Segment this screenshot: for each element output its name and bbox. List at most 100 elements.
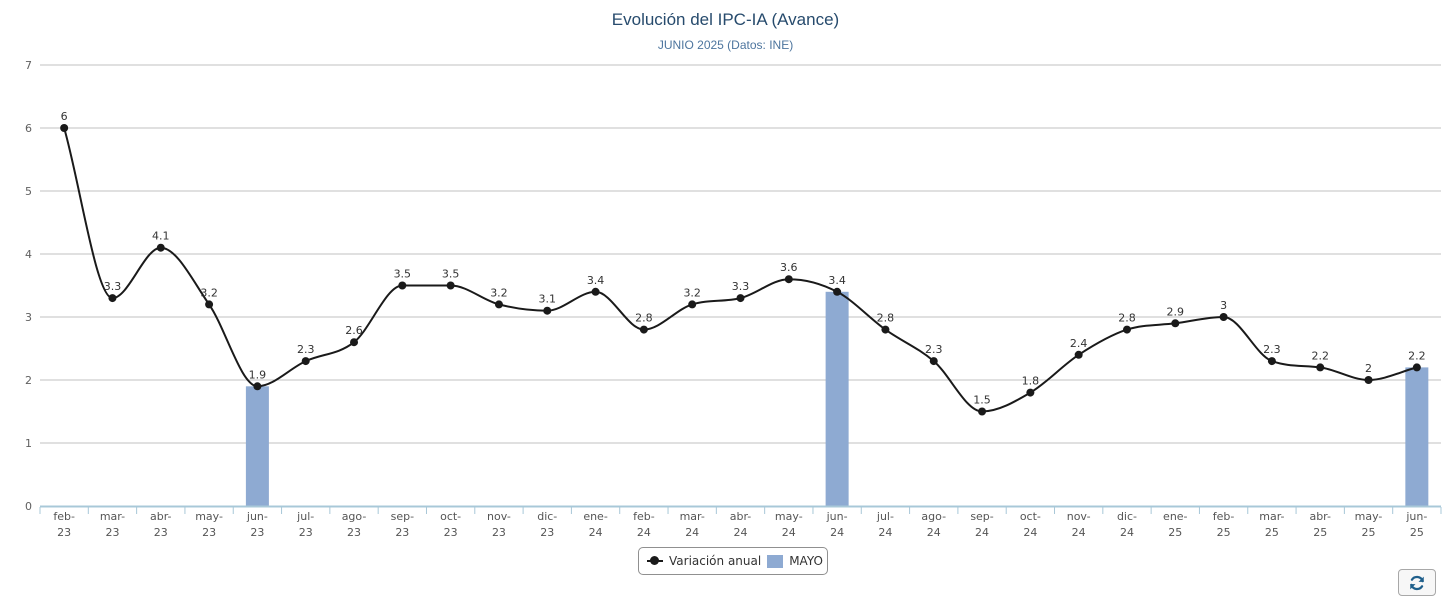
x-tick-label-month: mar-: [100, 510, 125, 523]
bar-mayo[interactable]: [1405, 367, 1429, 506]
data-point[interactable]: [1026, 388, 1035, 397]
data-point[interactable]: [205, 300, 214, 309]
data-label: 1.8: [1022, 375, 1040, 388]
x-tick-label-year: 23: [347, 526, 361, 539]
x-tick-label-month: feb-: [53, 510, 75, 523]
bar-series-mayo: [245, 291, 1429, 506]
data-point[interactable]: [398, 281, 407, 290]
x-tick-label-month: may-: [1355, 510, 1383, 523]
y-tick-label: 1: [25, 437, 32, 450]
x-tick-label-year: 23: [444, 526, 458, 539]
data-point[interactable]: [108, 294, 117, 303]
data-point[interactable]: [350, 338, 359, 347]
data-point[interactable]: [1219, 313, 1228, 321]
x-tick-label-month: mar-: [680, 510, 705, 523]
x-tick-label-month: nov-: [1067, 510, 1091, 523]
y-axis: 0 1 2 3 4 5 6 7: [25, 59, 32, 513]
data-point[interactable]: [1316, 363, 1325, 372]
x-tick-label-month: dic-: [537, 510, 557, 523]
data-point[interactable]: [784, 275, 793, 284]
x-tick-label-month: abr-: [150, 510, 172, 523]
data-point[interactable]: [978, 407, 987, 416]
bar-mayo[interactable]: [825, 291, 849, 506]
data-point[interactable]: [929, 357, 938, 366]
bar-mayo[interactable]: [245, 386, 269, 506]
x-tick-label-month: jun-: [826, 510, 848, 523]
x-tick-label-month: feb-: [1213, 510, 1235, 523]
x-tick-label-month: oct-: [440, 510, 461, 523]
x-tick-label-year: 23: [154, 526, 168, 539]
data-point[interactable]: [1122, 325, 1131, 334]
data-point[interactable]: [1412, 363, 1421, 372]
x-tick-label-year: 23: [540, 526, 554, 539]
data-labels: 6 3.3 4.1 3.2 1.9 2.3 2.6 3.5 3.5 3.2 3.1 3.4 2.8 3.2…: [61, 110, 1426, 407]
series-line: [63, 127, 1418, 413]
data-point[interactable]: [253, 382, 262, 391]
data-label: 3.1: [539, 293, 557, 306]
legend-item-variacion-anual[interactable]: Variación anual: [647, 554, 761, 568]
data-label: 2: [1365, 362, 1372, 375]
x-tick-label-year: 25: [1168, 526, 1182, 539]
x-tick-label-year: 25: [1410, 526, 1424, 539]
data-label: 2.8: [877, 312, 895, 325]
data-point[interactable]: [688, 300, 697, 309]
data-point[interactable]: [591, 287, 600, 296]
data-point[interactable]: [1364, 376, 1373, 384]
refresh-button[interactable]: [1398, 569, 1436, 596]
x-tick-label-year: 23: [250, 526, 264, 539]
x-tick-label-month: abr-: [730, 510, 752, 523]
y-tick-label: 0: [25, 500, 32, 513]
x-tick-label-year: 24: [1023, 526, 1037, 539]
x-tick-label-month: abr-: [1309, 510, 1331, 523]
data-label: 2.6: [345, 324, 363, 337]
x-tick-label-month: dic-: [1117, 510, 1137, 523]
data-label: 2.8: [1118, 312, 1136, 325]
y-tick-label: 3: [25, 311, 32, 324]
data-point[interactable]: [1074, 350, 1083, 359]
data-point[interactable]: [156, 243, 165, 252]
x-tick-label-month: ago-: [342, 510, 367, 523]
data-point[interactable]: [639, 325, 648, 334]
legend-line-marker-icon: [647, 556, 663, 566]
data-point[interactable]: [1267, 357, 1276, 366]
x-tick-label-month: oct-: [1020, 510, 1041, 523]
legend-item-mayo[interactable]: MAYO: [767, 554, 823, 568]
x-tick-label-year: 23: [395, 526, 409, 539]
x-tick-label-year: 23: [105, 526, 119, 539]
data-label: 2.3: [1263, 343, 1281, 356]
x-tick-label-year: 24: [1072, 526, 1086, 539]
x-tick-label-year: 24: [975, 526, 989, 539]
legend-bar-marker-icon: [767, 554, 784, 568]
legend-label-mayo: MAYO: [789, 554, 823, 568]
data-label: 4.1: [152, 230, 170, 243]
x-tick-label-month: mar-: [1259, 510, 1284, 523]
line-series-variacion-anual: [60, 124, 1421, 416]
x-tick-label-month: jun-: [1405, 510, 1427, 523]
data-label: 3.6: [780, 261, 798, 274]
x-tick-label-year: 24: [589, 526, 603, 539]
x-tick-label-year: 24: [685, 526, 699, 539]
data-label: 1.9: [249, 368, 267, 381]
data-point[interactable]: [881, 325, 890, 334]
x-tick-label-year: 24: [878, 526, 892, 539]
x-tick-label-year: 24: [782, 526, 796, 539]
x-tick-label-month: may-: [775, 510, 803, 523]
data-label: 3: [1220, 299, 1227, 312]
data-label: 2.2: [1408, 349, 1426, 362]
chart-subtitle: JUNIO 2025 (Datos: INE): [657, 38, 794, 52]
data-point[interactable]: [1171, 319, 1180, 328]
data-point[interactable]: [301, 357, 310, 366]
data-point[interactable]: [446, 281, 455, 290]
data-point[interactable]: [60, 124, 69, 132]
x-tick-label-year: 24: [637, 526, 651, 539]
x-tick-label-month: nov-: [487, 510, 511, 523]
data-point[interactable]: [833, 287, 842, 296]
data-label: 3.5: [442, 268, 460, 281]
data-point[interactable]: [736, 294, 745, 303]
data-point[interactable]: [543, 306, 552, 315]
data-label: 3.3: [104, 280, 122, 293]
x-tick-label-month: jul-: [876, 510, 894, 523]
data-label: 3.5: [394, 268, 412, 281]
x-tick-label-month: ago-: [921, 510, 946, 523]
data-point[interactable]: [494, 300, 503, 309]
